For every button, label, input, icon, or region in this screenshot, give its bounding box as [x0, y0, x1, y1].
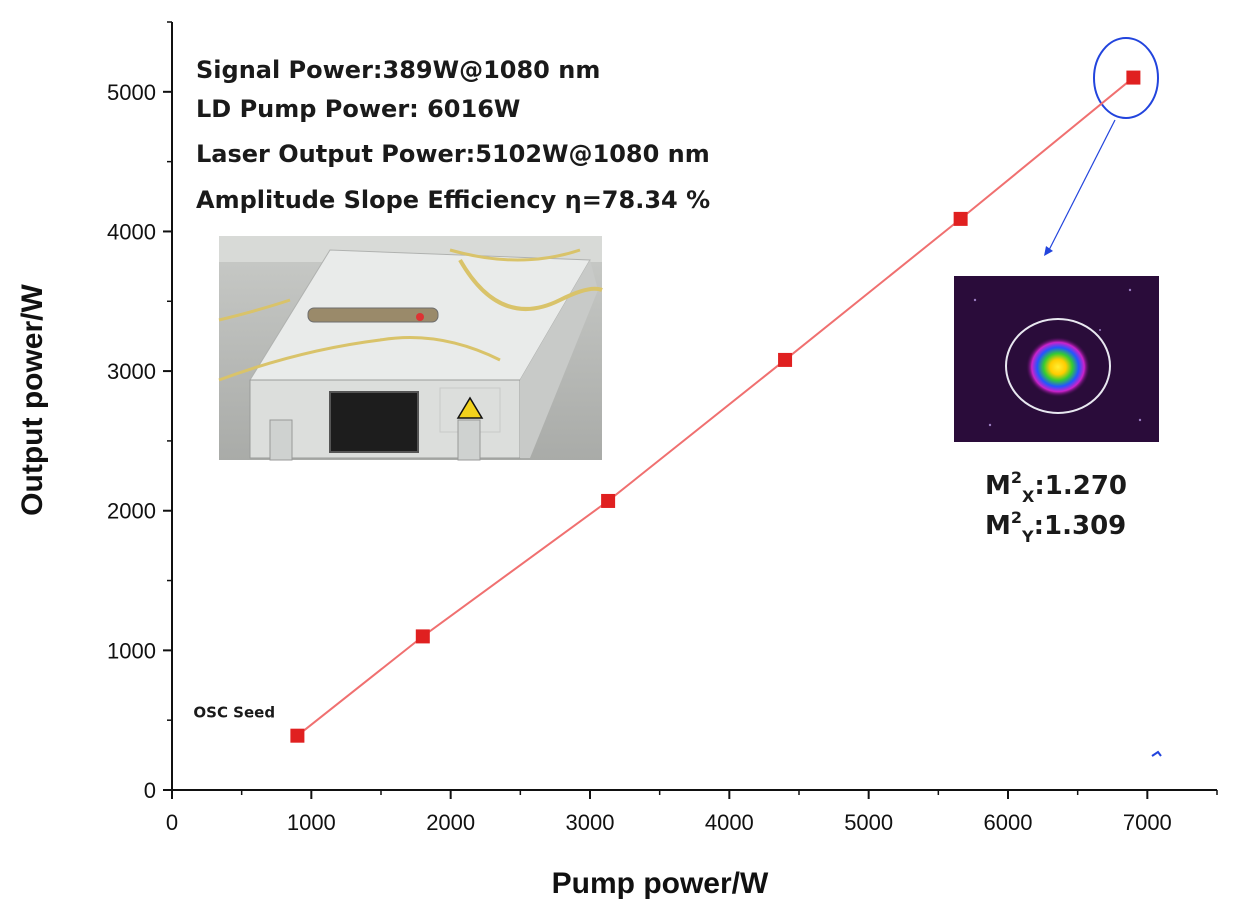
- y-ticks: 0 1000 2000 3000 4000 5000: [107, 21, 172, 803]
- data-point: [415, 629, 430, 644]
- annotation-block: Signal Power:389W@1080 nm LD Pump Power:…: [196, 56, 710, 214]
- annotation-signal-power: Signal Power:389W@1080 nm: [196, 56, 600, 84]
- y-tick-label: 0: [144, 778, 156, 803]
- data-point: [778, 352, 793, 367]
- x-tick-label: 7000: [1123, 810, 1172, 835]
- y-tick-label: 3000: [107, 359, 156, 384]
- data-point: [1126, 70, 1141, 85]
- data-point: [953, 211, 968, 226]
- series-layer: [290, 70, 1141, 743]
- y-tick-label: 4000: [107, 219, 156, 244]
- callout-arrow-line: [1047, 119, 1116, 253]
- axes: 0 1000 2000 3000 4000 5000 6000 7000 0 1000 2000 3…: [107, 21, 1218, 835]
- x-tick-label: 4000: [705, 810, 754, 835]
- m2x-prefix: M: [985, 471, 1011, 501]
- callout-arrowhead: [1044, 246, 1053, 256]
- x-tick-label: 5000: [844, 810, 893, 835]
- m2y-label: M2Y:1.309: [985, 508, 1126, 546]
- m2y-sup: 2: [1011, 508, 1022, 527]
- m2x-value: :1.270: [1034, 471, 1127, 501]
- x-tick-label: 1000: [287, 810, 336, 835]
- x-ticks: 0 1000 2000 3000 4000 5000 6000 7000: [166, 790, 1218, 835]
- osc-seed-label: OSC Seed: [193, 704, 275, 722]
- annotation-slope-efficiency: Amplitude Slope Efficiency η=78.34 %: [196, 186, 710, 214]
- data-point: [601, 493, 616, 508]
- y-axis-title: Output power/W: [16, 284, 49, 516]
- x-tick-label: 3000: [566, 810, 615, 835]
- highlight-circle: [1093, 37, 1159, 119]
- m2y-prefix: M: [985, 511, 1011, 541]
- highlight-callout: [1044, 37, 1162, 757]
- m2x-label: M2X:1.270: [985, 468, 1127, 506]
- annotation-ld-pump-power: LD Pump Power: 6016W: [196, 95, 520, 123]
- y-tick-label: 2000: [107, 499, 156, 524]
- series-line: [296, 76, 1135, 737]
- m2y-value: :1.309: [1034, 511, 1127, 541]
- data-point: [290, 728, 305, 743]
- stray-mark: [1151, 750, 1162, 757]
- m2x-sub: X: [1022, 487, 1035, 506]
- annotation-laser-output-power: Laser Output Power:5102W@1080 nm: [196, 140, 710, 168]
- y-tick-label: 1000: [107, 638, 156, 663]
- x-tick-label: 2000: [426, 810, 475, 835]
- m2y-sub: Y: [1021, 527, 1034, 546]
- x-tick-label: 0: [166, 810, 178, 835]
- y-tick-label: 5000: [107, 80, 156, 105]
- x-axis-title: Pump power/W: [552, 867, 769, 900]
- beam-profile-image: [954, 276, 1159, 442]
- m2x-sup: 2: [1011, 468, 1022, 487]
- laser-module-photo: [218, 236, 603, 461]
- x-tick-label: 6000: [984, 810, 1033, 835]
